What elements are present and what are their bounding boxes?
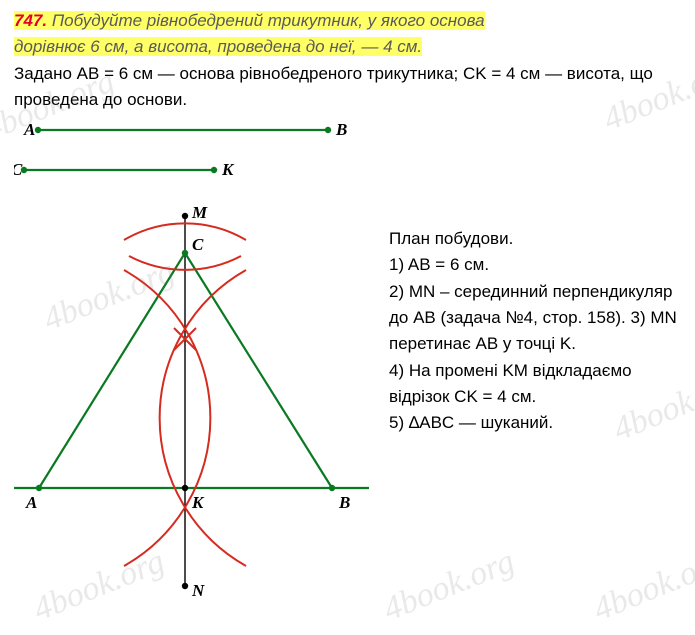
label-N: N [191, 581, 205, 600]
label-B-top: B [335, 120, 347, 139]
problem-number: 747. [14, 11, 47, 30]
label-C: C [192, 235, 204, 254]
problem-statement: 747. Побудуйте рівнобедрений трикутник, … [14, 8, 681, 59]
label-A: A [25, 493, 37, 512]
construction-diagram: A B C K A B K C M [14, 118, 384, 608]
statement-line2: дорівнює 6 см, а висота, проведена до не… [14, 37, 422, 56]
diagram-area: A B C K A B K C M [14, 118, 684, 598]
label-C-seg: C [14, 160, 23, 179]
label-M: M [191, 203, 208, 222]
given-text: Задано AB = 6 см — основа рівнобедреного… [14, 61, 681, 112]
plan-step4: 4) На промені KM відкладаємо відрізок CK… [389, 358, 689, 411]
label-B: B [338, 493, 350, 512]
construction-plan: План побудови. 1) AB = 6 см. 2) MN – сер… [389, 226, 689, 437]
plan-step1: 1) AB = 6 см. [389, 252, 689, 278]
label-K-seg: K [221, 160, 235, 179]
plan-title: План побудови. [389, 226, 689, 252]
plan-step2: 2) MN – серединний перпендикуляр до AB (… [389, 279, 689, 358]
statement-line1: Побудуйте рівнобедрений трикутник, у яко… [47, 11, 484, 30]
label-K: K [191, 493, 205, 512]
plan-step5: 5) ∆ABC — шуканий. [389, 410, 689, 436]
label-A-top: A [23, 120, 35, 139]
